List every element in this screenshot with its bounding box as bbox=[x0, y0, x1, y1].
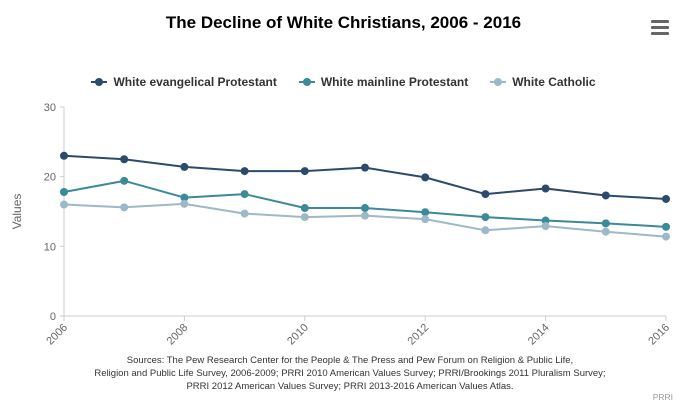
data-point bbox=[601, 191, 610, 200]
data-point bbox=[662, 194, 670, 203]
data-point bbox=[240, 167, 249, 176]
data-point bbox=[60, 151, 68, 160]
data-point bbox=[180, 199, 189, 208]
series-line bbox=[63, 154, 667, 200]
data-point bbox=[120, 176, 129, 185]
data-point bbox=[120, 155, 129, 164]
x-tick-label: 2006 bbox=[44, 322, 70, 348]
legend-item[interactable]: White mainline Protestant bbox=[298, 75, 469, 89]
series-line bbox=[63, 179, 667, 228]
data-point bbox=[601, 219, 610, 228]
sources-line: Religion and Public Life Survey, 2006-20… bbox=[94, 368, 606, 379]
data-point bbox=[541, 222, 550, 231]
data-point bbox=[421, 215, 430, 224]
legend-label: White Catholic bbox=[512, 75, 596, 89]
data-point bbox=[240, 209, 249, 218]
x-tick-label: 2010 bbox=[285, 322, 311, 348]
legend-label: White mainline Protestant bbox=[320, 75, 469, 89]
data-point bbox=[481, 190, 490, 199]
data-point bbox=[180, 193, 189, 202]
x-tick-label: 2016 bbox=[646, 322, 672, 348]
legend: White evangelical Protestant White mainli… bbox=[0, 75, 687, 89]
data-point bbox=[601, 227, 610, 236]
legend-item[interactable]: White Catholic bbox=[490, 75, 596, 89]
hamburger-menu-icon[interactable] bbox=[651, 20, 669, 36]
x-tick-label: 2014 bbox=[526, 322, 552, 348]
data-point bbox=[421, 173, 430, 182]
data-point bbox=[60, 187, 68, 196]
data-point bbox=[662, 222, 670, 231]
data-point bbox=[300, 204, 309, 213]
legend-marker bbox=[91, 77, 108, 87]
data-point bbox=[481, 213, 490, 222]
y-tick-label: 10 bbox=[44, 241, 56, 253]
data-point bbox=[120, 203, 129, 212]
y-tick-label: 30 bbox=[44, 102, 56, 114]
y-axis-label: Values bbox=[10, 194, 24, 230]
data-point bbox=[300, 167, 309, 176]
sources-note: Sources: The Pew Research Center for the… bbox=[40, 354, 660, 393]
y-tick-label: 0 bbox=[50, 311, 56, 323]
x-tick-label: 2012 bbox=[406, 322, 432, 348]
data-point bbox=[361, 211, 369, 220]
data-point bbox=[481, 226, 490, 235]
data-point bbox=[180, 162, 189, 171]
legend-marker bbox=[298, 77, 315, 87]
x-tick-label: 2008 bbox=[165, 322, 191, 348]
legend-item[interactable]: White evangelical Protestant bbox=[91, 75, 277, 89]
sources-line: Sources: The Pew Research Center for the… bbox=[126, 355, 574, 366]
data-point bbox=[361, 204, 369, 213]
data-point bbox=[361, 163, 369, 172]
data-point bbox=[300, 213, 309, 222]
y-tick-label: 20 bbox=[44, 172, 56, 184]
data-point bbox=[541, 184, 550, 193]
data-point bbox=[541, 216, 550, 225]
data-point bbox=[662, 232, 670, 241]
sources-line: PRRI 2012 American Values Survey; PRRI 2… bbox=[186, 381, 514, 392]
legend-marker bbox=[490, 77, 507, 87]
chart-title: The Decline of White Christians, 2006 - … bbox=[165, 13, 522, 32]
legend-label: White evangelical Protestant bbox=[113, 75, 277, 89]
data-point bbox=[240, 190, 249, 199]
data-point bbox=[60, 200, 68, 209]
credit-label: PRRI bbox=[652, 392, 673, 402]
data-point bbox=[421, 208, 430, 217]
